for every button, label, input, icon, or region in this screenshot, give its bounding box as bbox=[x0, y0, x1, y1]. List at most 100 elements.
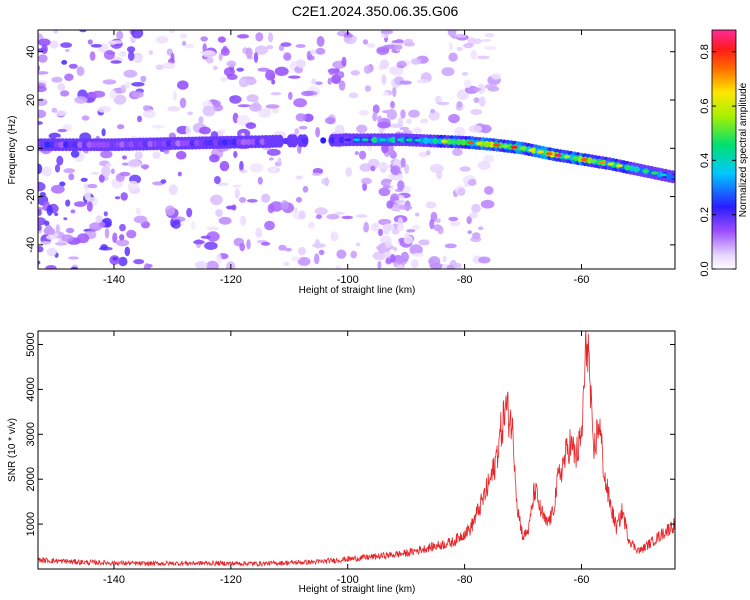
noise-blob bbox=[272, 108, 279, 114]
noise-blob bbox=[38, 181, 46, 192]
noise-blob bbox=[220, 76, 228, 83]
noise-blob bbox=[38, 246, 44, 253]
noise-blob bbox=[456, 101, 463, 109]
ridge-mid bbox=[194, 139, 200, 147]
noise-blob bbox=[314, 239, 320, 249]
x-tick-label: -100 bbox=[337, 274, 359, 286]
noise-blob bbox=[246, 239, 251, 250]
noise-blob bbox=[127, 46, 136, 53]
ridge-core bbox=[396, 138, 404, 142]
ridge-core bbox=[379, 138, 387, 142]
noise-blob bbox=[434, 95, 442, 104]
noise-blob bbox=[473, 97, 480, 103]
ridge-mid bbox=[123, 141, 130, 148]
noise-blob bbox=[218, 53, 223, 61]
noise-blob bbox=[175, 150, 187, 160]
noise-blob bbox=[399, 126, 410, 131]
noise-blob bbox=[444, 243, 457, 249]
noise-blob bbox=[87, 183, 98, 189]
ridge-mid bbox=[86, 141, 93, 148]
noise-blob bbox=[119, 234, 125, 241]
noise-blob bbox=[76, 233, 90, 244]
ridge-mid bbox=[81, 141, 88, 148]
noise-blob bbox=[327, 77, 332, 85]
noise-blob bbox=[470, 109, 483, 115]
ridge-core bbox=[493, 143, 501, 147]
ridge-mid bbox=[301, 137, 308, 144]
noise-blob bbox=[341, 215, 354, 220]
noise-blob bbox=[355, 242, 361, 247]
noise-blob bbox=[270, 91, 282, 96]
noise-blob bbox=[484, 186, 494, 195]
ridge-core bbox=[537, 150, 545, 154]
noise-blob bbox=[46, 247, 57, 257]
noise-blob bbox=[162, 62, 176, 70]
noise-blob bbox=[350, 70, 360, 76]
noise-blob bbox=[98, 174, 105, 183]
noise-blob bbox=[65, 227, 75, 234]
noise-blob bbox=[55, 224, 60, 233]
noise-blob bbox=[116, 30, 124, 40]
noise-blob bbox=[295, 196, 303, 203]
ridge-core bbox=[431, 139, 439, 143]
ridge-core bbox=[580, 158, 588, 162]
ridge-mid bbox=[91, 141, 98, 148]
noise-blob bbox=[103, 211, 108, 217]
noise-blob bbox=[377, 115, 382, 124]
ridge-mid bbox=[427, 137, 434, 145]
snr-y-label: SNR (10 * v/v) bbox=[7, 418, 18, 482]
ridge-mid bbox=[259, 138, 266, 145]
noise-blob bbox=[386, 200, 394, 209]
spectrogram-noise bbox=[38, 30, 502, 269]
ridge-core bbox=[528, 148, 536, 152]
ridge-mid bbox=[437, 138, 444, 145]
ridge-mid bbox=[67, 141, 74, 148]
ridge-mid bbox=[217, 139, 224, 146]
noise-blob bbox=[210, 194, 223, 206]
noise-blob bbox=[193, 239, 205, 245]
noise-blob bbox=[397, 180, 405, 191]
noise-blob bbox=[315, 47, 326, 55]
ridge-mid bbox=[240, 138, 247, 146]
noise-blob bbox=[213, 65, 218, 70]
noise-blob bbox=[391, 40, 404, 44]
noise-blob bbox=[456, 46, 463, 52]
y-tick-label: 3000 bbox=[25, 422, 37, 446]
noise-blob bbox=[280, 42, 292, 47]
noise-blob bbox=[471, 203, 481, 213]
noise-blob bbox=[392, 86, 397, 98]
ridge-mid bbox=[100, 141, 107, 148]
ridge-core bbox=[370, 138, 378, 142]
snr-plot-area bbox=[38, 331, 675, 568]
ridge-core bbox=[554, 153, 562, 157]
noise-blob bbox=[372, 251, 387, 261]
colorbar-tick-label: 0.2 bbox=[699, 207, 711, 222]
ridge-mid bbox=[226, 139, 233, 146]
noise-blob bbox=[350, 250, 358, 259]
noise-blob bbox=[215, 209, 223, 217]
snr-panel: -140 -120 -100 -80 -60 10002000300040005000 … bbox=[7, 330, 676, 595]
noise-blob bbox=[171, 220, 181, 229]
noise-blob bbox=[359, 163, 373, 172]
noise-blob bbox=[239, 160, 244, 172]
ridge-mid bbox=[418, 137, 425, 144]
noise-blob bbox=[133, 215, 148, 224]
noise-blob bbox=[155, 35, 169, 44]
noise-blob bbox=[238, 197, 247, 203]
noise-blob bbox=[400, 157, 406, 168]
noise-blob bbox=[127, 159, 142, 168]
noise-blob bbox=[116, 173, 122, 180]
noise-blob bbox=[358, 109, 370, 116]
noise-blob bbox=[198, 116, 204, 124]
noise-blob bbox=[293, 98, 307, 108]
ridge-core bbox=[651, 171, 658, 175]
noise-blob bbox=[288, 91, 293, 100]
ridge-core bbox=[344, 138, 352, 142]
y-tick-label: 0 bbox=[25, 145, 37, 151]
noise-blob bbox=[377, 121, 391, 129]
noise-blob bbox=[382, 251, 393, 257]
noise-blob bbox=[114, 196, 121, 200]
noise-blob bbox=[213, 100, 221, 108]
noise-blob bbox=[240, 215, 247, 226]
noise-blob bbox=[283, 52, 292, 61]
